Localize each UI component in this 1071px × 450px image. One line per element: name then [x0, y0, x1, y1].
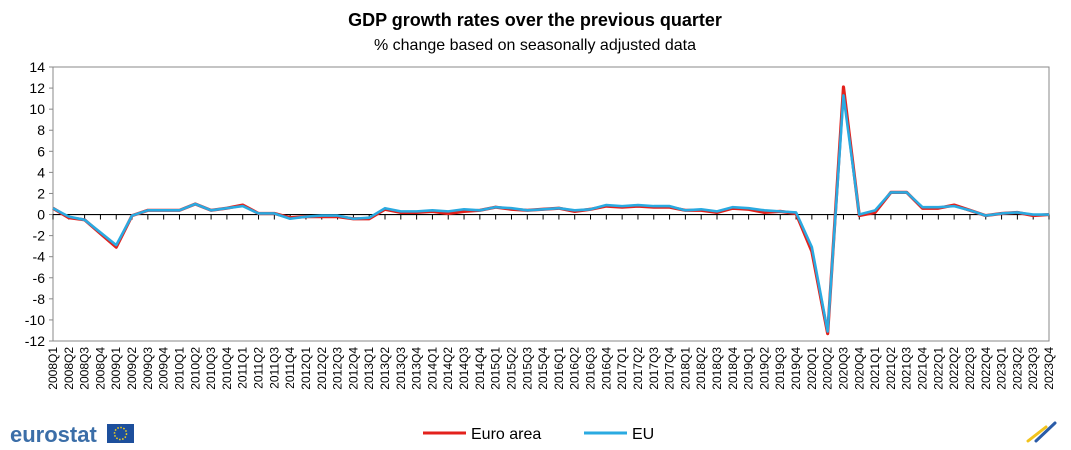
plot-frame: [52, 66, 1050, 342]
x-tick-label: 2008Q1: [46, 347, 60, 390]
x-tick-label: 2016Q2: [568, 347, 582, 390]
x-tick-label: 2014Q4: [473, 347, 487, 390]
x-tick-label: 2023Q2: [1010, 347, 1024, 390]
y-tick-label: -10: [25, 312, 45, 328]
x-tick-label: 2023Q3: [1026, 347, 1040, 390]
x-tick-label: 2022Q1: [931, 347, 945, 390]
x-tick-label: 2018Q4: [726, 347, 740, 390]
chart-title: GDP growth rates over the previous quart…: [348, 10, 722, 30]
x-tick-label: 2013Q4: [410, 347, 424, 390]
eurostat-logo-text: eurostat: [10, 422, 97, 447]
x-tick-label: 2018Q2: [694, 347, 708, 390]
x-axis: 2008Q1 2008Q2 2008Q3 2008Q4 2009Q1 2009Q2 2009…: [46, 213, 1056, 390]
x-tick-label: 2011Q4: [283, 347, 297, 389]
y-tick-label: 8: [37, 122, 45, 138]
x-tick-label: 2019Q4: [789, 347, 803, 390]
x-tick-label: 2010Q4: [220, 347, 234, 390]
x-tick-label: 2021Q3: [900, 347, 914, 390]
series-line-euro-area: [52, 85, 1050, 336]
x-tick-label: 2023Q1: [995, 347, 1009, 390]
series-line-eu: [52, 94, 1049, 333]
x-tick-label: 2014Q3: [457, 347, 471, 390]
eurostat-logo: eurostat: [10, 422, 134, 447]
x-tick-label: 2012Q2: [315, 347, 329, 390]
x-tick-label: 2016Q3: [584, 347, 598, 390]
eu-flag-icon: [107, 424, 134, 443]
x-tick-label: 2009Q3: [141, 347, 155, 390]
x-tick-label: 2014Q1: [425, 347, 439, 390]
x-tick-label: 2012Q4: [346, 347, 360, 390]
swoosh-icon: [1026, 421, 1057, 443]
x-tick-label: 2017Q4: [663, 347, 677, 390]
x-tick-label: 2021Q2: [884, 347, 898, 390]
x-tick-label: 2020Q2: [821, 347, 835, 390]
x-tick-label: 2009Q1: [109, 347, 123, 390]
y-tick-label: -8: [33, 291, 46, 307]
x-tick-label: 2011Q1: [236, 347, 250, 389]
x-tick-label: 2008Q2: [62, 347, 76, 390]
x-tick-label: 2020Q4: [852, 347, 866, 390]
x-tick-label: 2018Q3: [710, 347, 724, 390]
x-tick-label: 2012Q1: [299, 347, 313, 390]
x-tick-label: 2019Q2: [757, 347, 771, 390]
y-tick-label: 6: [37, 143, 45, 159]
y-tick-label: 0: [37, 207, 45, 223]
y-tick-label: -6: [33, 270, 46, 286]
x-tick-label: 2010Q2: [188, 347, 202, 390]
y-tick-label: -4: [33, 249, 46, 265]
x-tick-label: 2008Q3: [78, 347, 92, 390]
x-tick-label: 2008Q4: [93, 347, 107, 390]
legend: Euro area EU: [423, 426, 654, 443]
x-tick-label: 2020Q1: [805, 347, 819, 390]
x-tick-label: 2022Q3: [963, 347, 977, 390]
x-tick-label: 2017Q2: [631, 347, 645, 390]
y-axis: 14 12 10 8 6 4 2 0 -2 -4 -6 -8 -10 -12: [25, 59, 53, 349]
x-tick-label: 2016Q4: [599, 347, 613, 390]
series-layer: [52, 85, 1050, 336]
x-tick-label: 2023Q4: [1042, 347, 1056, 390]
x-tick-label: 2022Q4: [979, 347, 993, 390]
x-tick-label: 2019Q3: [773, 347, 787, 390]
x-tick-label: 2013Q2: [378, 347, 392, 390]
x-tick-label: 2020Q3: [836, 347, 850, 390]
x-tick-label: 2017Q3: [647, 347, 661, 390]
y-tick-label: -12: [25, 333, 45, 349]
y-tick-label: 14: [29, 59, 45, 75]
x-tick-label: 2009Q4: [157, 347, 171, 390]
x-tick-label: 2011Q2: [252, 347, 266, 389]
legend-label-eu: EU: [632, 426, 654, 443]
eu-stars-icon: [113, 426, 128, 441]
y-tick-label: 12: [29, 80, 45, 96]
x-tick-label: 2016Q1: [552, 347, 566, 390]
x-tick-label: 2021Q4: [916, 347, 930, 390]
y-tick-label: -2: [33, 228, 46, 244]
x-tick-label: 2014Q2: [441, 347, 455, 390]
y-tick-label: 2: [37, 185, 45, 201]
x-tick-label: 2019Q1: [742, 347, 756, 390]
x-tick-label: 2018Q1: [678, 347, 692, 390]
y-tick-label: 4: [37, 164, 45, 180]
legend-label-euro-area: Euro area: [471, 426, 541, 443]
x-tick-label: 2022Q2: [947, 347, 961, 390]
chart-subtitle: % change based on seasonally adjusted da…: [374, 37, 696, 54]
x-tick-label: 2013Q3: [394, 347, 408, 390]
x-tick-label: 2021Q1: [868, 347, 882, 390]
x-tick-label: 2010Q1: [172, 347, 186, 390]
x-tick-label: 2015Q1: [489, 347, 503, 390]
x-tick-label: 2012Q3: [331, 347, 345, 390]
x-tick-label: 2009Q2: [125, 347, 139, 390]
x-tick-label: 2010Q3: [204, 347, 218, 390]
x-tick-label: 2015Q3: [520, 347, 534, 390]
x-tick-label: 2013Q1: [362, 347, 376, 390]
x-tick-label: 2015Q4: [536, 347, 550, 390]
y-tick-label: 10: [29, 101, 45, 117]
x-tick-label: 2015Q2: [504, 347, 518, 390]
x-tick-label: 2017Q1: [615, 347, 629, 390]
x-tick-label: 2011Q3: [267, 347, 281, 389]
